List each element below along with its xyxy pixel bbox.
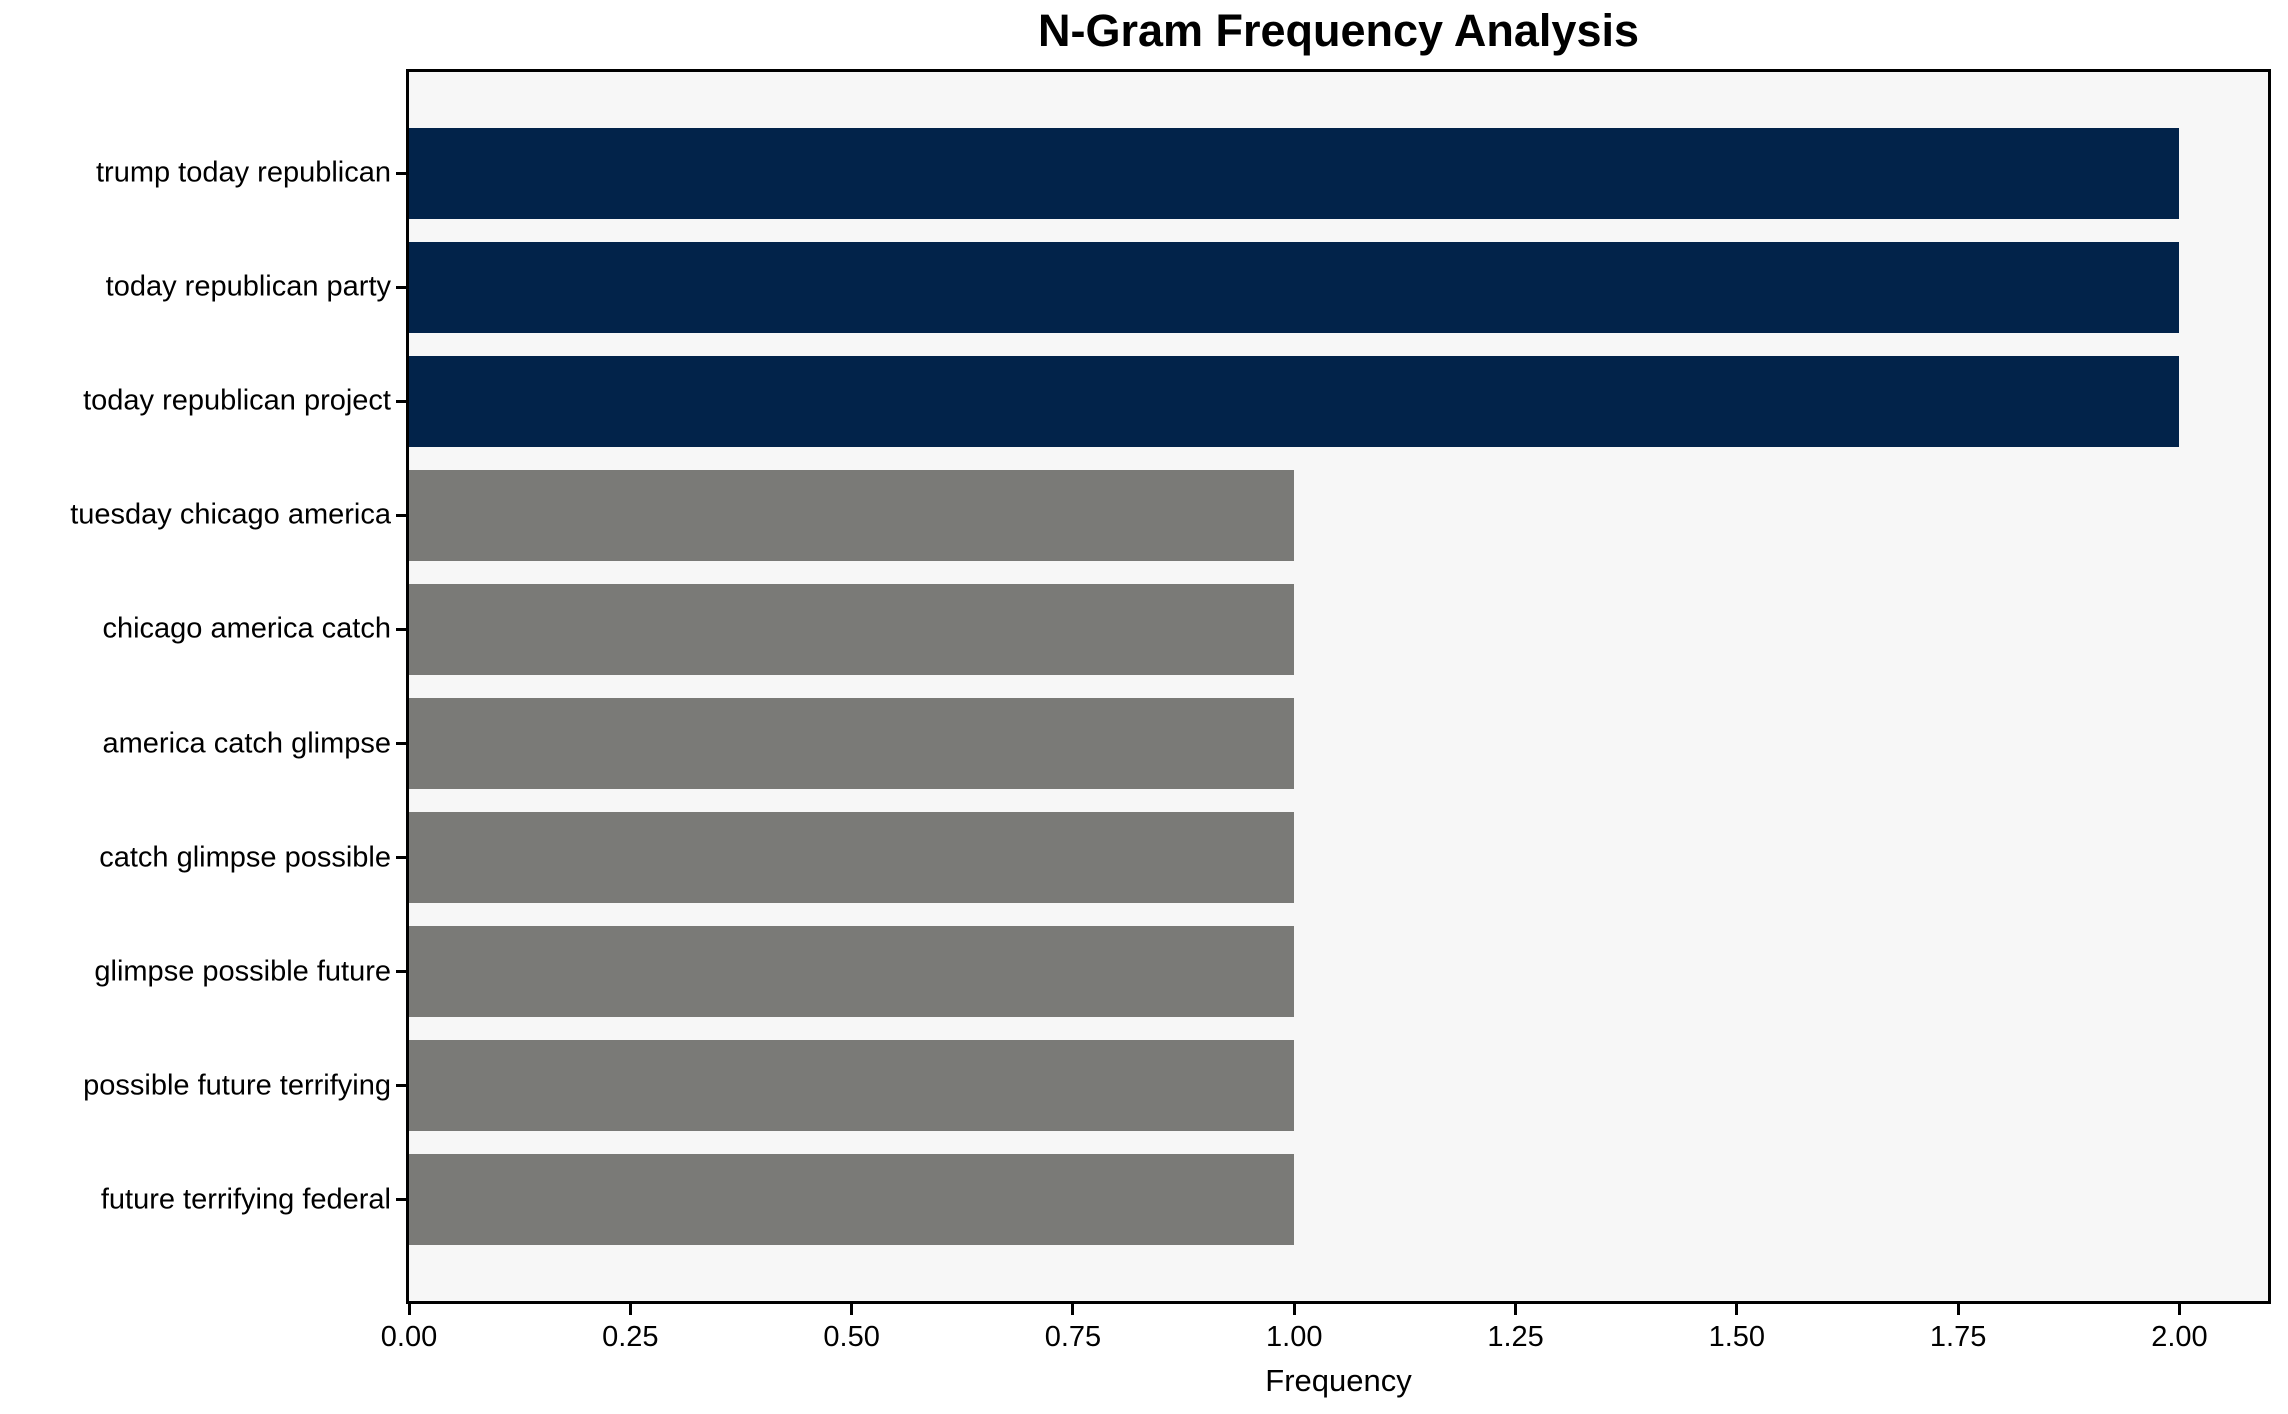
- x-tick-label-6: 1.50: [1708, 1321, 1766, 1353]
- bar-3: [409, 469, 1295, 562]
- x-tick-label-8: 2.00: [2151, 1321, 2208, 1353]
- bar-5: [409, 697, 1295, 790]
- y-tick-label-9: future terrifying federal: [100, 1183, 391, 1216]
- x-tick-mark-1: [628, 1304, 632, 1315]
- y-tick-mark-7: [396, 970, 406, 974]
- x-tick-label-3: 0.75: [1044, 1321, 1102, 1353]
- y-tick-label-8: possible future terrifying: [83, 1069, 391, 1102]
- bar-2: [409, 355, 2180, 448]
- x-tick-mark-2: [850, 1304, 854, 1315]
- y-tick-label-5: america catch glimpse: [102, 727, 392, 759]
- y-tick-label-6: catch glimpse possible: [99, 841, 391, 873]
- x-axis-label: Frequency: [1265, 1363, 1412, 1398]
- bar-6: [409, 811, 1295, 904]
- y-tick-mark-1: [396, 285, 406, 289]
- bar-9: [409, 1153, 1295, 1246]
- bar-1: [409, 241, 2180, 334]
- y-tick-label-3: tuesday chicago america: [70, 498, 391, 531]
- y-tick-label-7: glimpse possible future: [94, 955, 391, 988]
- y-tick-mark-9: [396, 1198, 406, 1202]
- x-tick-label-0: 0.00: [380, 1321, 438, 1353]
- x-tick-mark-5: [1514, 1304, 1518, 1315]
- bar-7: [409, 925, 1295, 1018]
- y-tick-label-1: today republican party: [105, 270, 391, 303]
- x-tick-mark-0: [407, 1304, 411, 1315]
- plot-area: [409, 72, 2268, 1301]
- y-tick-mark-4: [396, 627, 406, 631]
- bar-4: [409, 583, 1295, 676]
- chart-title: N-Gram Frequency Analysis: [1037, 5, 1640, 56]
- y-tick-mark-6: [396, 856, 406, 859]
- y-tick-label-0: trump today republican: [96, 156, 391, 189]
- y-tick-mark-2: [396, 399, 406, 403]
- x-tick-mark-6: [1735, 1304, 1739, 1315]
- x-tick-mark-4: [1292, 1304, 1296, 1315]
- y-tick-label-4: chicago america catch: [102, 612, 391, 645]
- y-tick-mark-0: [396, 171, 406, 175]
- y-tick-mark-3: [396, 513, 406, 517]
- x-tick-label-5: 1.25: [1487, 1321, 1544, 1353]
- y-tick-mark-5: [396, 742, 406, 745]
- x-tick-label-2: 0.50: [823, 1321, 880, 1353]
- x-tick-mark-3: [1071, 1304, 1075, 1315]
- y-tick-mark-8: [396, 1084, 406, 1088]
- bar-0: [409, 127, 2180, 220]
- bar-8: [409, 1039, 1295, 1132]
- x-tick-label-1: 0.25: [602, 1321, 659, 1353]
- x-tick-label-7: 1.75: [1929, 1321, 1987, 1353]
- x-tick-mark-8: [2177, 1304, 2181, 1315]
- y-tick-label-2: today republican project: [83, 384, 391, 417]
- x-tick-label-4: 1.00: [1266, 1321, 1323, 1353]
- x-tick-mark-7: [1956, 1304, 1960, 1315]
